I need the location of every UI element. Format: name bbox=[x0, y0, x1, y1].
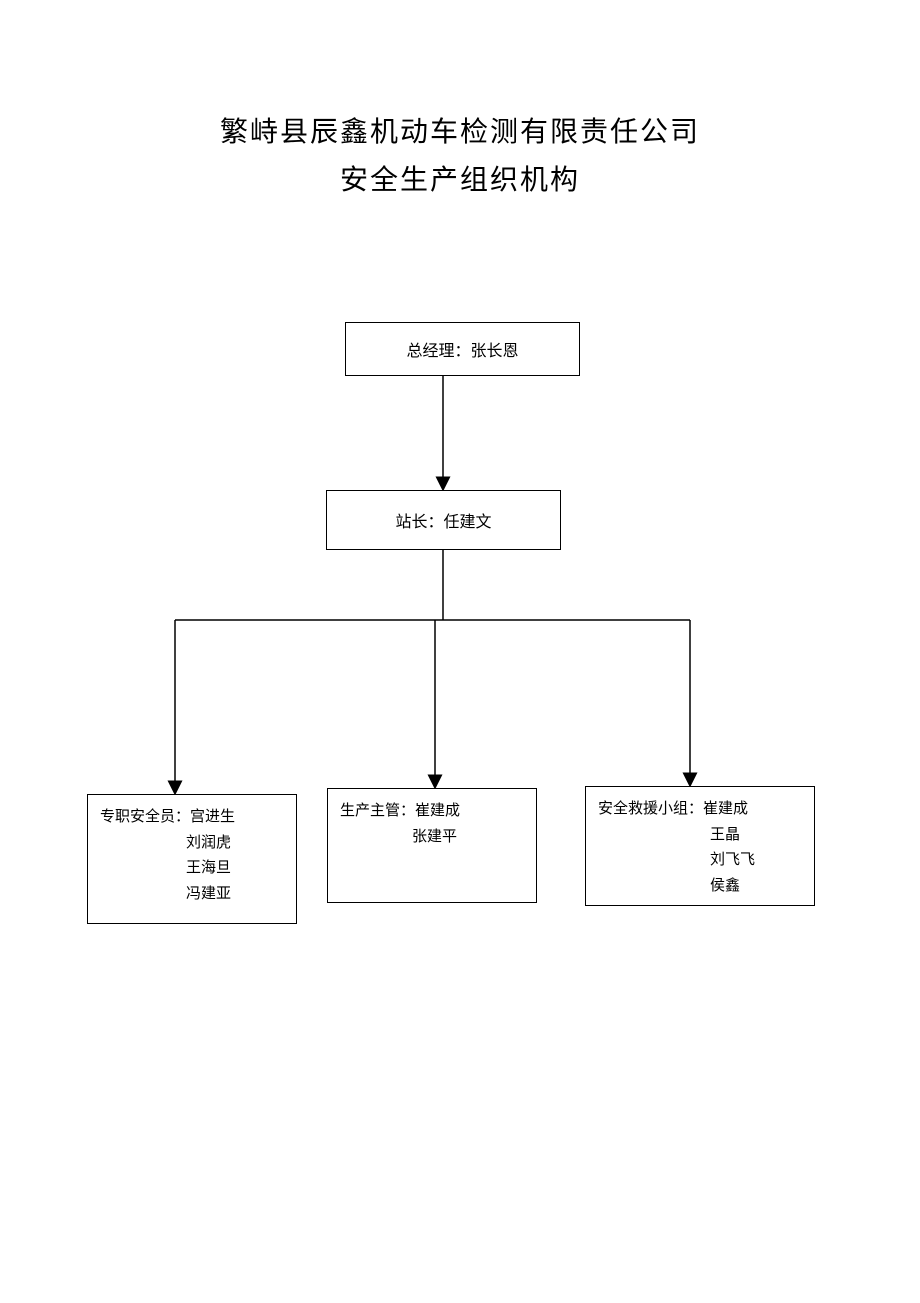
production-supervisor-name-1: 张建平 bbox=[340, 825, 524, 851]
safety-officer-title: 专职安全员：宫进生 bbox=[100, 805, 284, 831]
safety-officer-name-3: 冯建亚 bbox=[100, 882, 284, 908]
node-safety-officer: 专职安全员：宫进生 刘润虎 王海旦 冯建亚 bbox=[87, 794, 297, 924]
rescue-team-name-2: 刘飞飞 bbox=[598, 848, 802, 874]
node-production-supervisor: 生产主管：崔建成 张建平 bbox=[327, 788, 537, 903]
node-station-master-label: 站长：任建文 bbox=[395, 508, 491, 532]
rescue-team-name-1: 王晶 bbox=[598, 823, 802, 849]
document-title: 繁峙县辰鑫机动车检测有限责任公司 安全生产组织机构 bbox=[0, 0, 920, 198]
safety-officer-name-1: 刘润虎 bbox=[100, 831, 284, 857]
node-general-manager-label: 总经理：张长恩 bbox=[406, 337, 518, 361]
safety-officer-name-2: 王海旦 bbox=[100, 856, 284, 882]
node-station-master: 站长：任建文 bbox=[326, 490, 561, 550]
node-rescue-team: 安全救援小组：崔建成 王晶 刘飞飞 侯鑫 bbox=[585, 786, 815, 906]
rescue-team-title: 安全救援小组：崔建成 bbox=[598, 797, 802, 823]
title-line-2: 安全生产组织机构 bbox=[0, 158, 920, 198]
title-line-1: 繁峙县辰鑫机动车检测有限责任公司 bbox=[0, 110, 920, 150]
node-general-manager: 总经理：张长恩 bbox=[345, 322, 580, 376]
production-supervisor-title: 生产主管：崔建成 bbox=[340, 799, 524, 825]
rescue-team-name-3: 侯鑫 bbox=[598, 874, 802, 900]
